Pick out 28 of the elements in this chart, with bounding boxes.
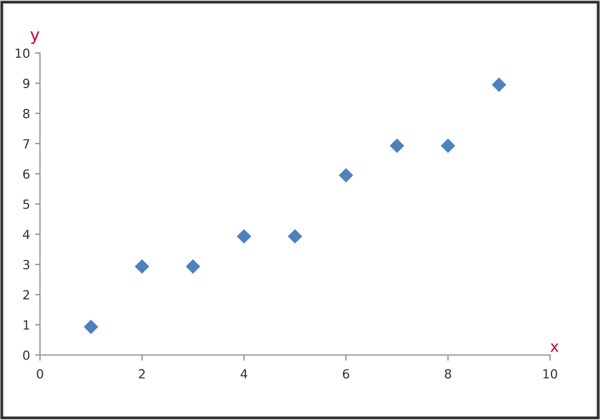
y-tick-label: 9 [23,78,30,88]
y-tick-label: 3 [23,260,30,270]
point [135,260,149,274]
y-tick-label: 1 [24,320,30,330]
point [390,138,404,153]
point [237,229,251,244]
x-tick-label: 8 [444,369,452,379]
x-tick-label: 10 [543,369,558,379]
x-tick-label: 6 [342,369,350,379]
x-tick-label: 0 [36,369,44,379]
y-tick-label: 2 [23,290,30,300]
point [288,229,302,244]
x-axis-title: x [550,343,559,352]
y-tick-label: 4 [22,230,30,239]
y-tick-label: 8 [23,108,30,118]
y-tick-label: 7 [23,139,30,148]
point [441,138,455,153]
point [339,168,353,182]
x-tick-label: 4 [240,369,248,378]
y-tick-label: 10 [16,48,30,58]
y-tick-label: 6 [23,169,30,179]
y-tick-label: 0 [23,350,30,360]
x-tick-label: 2 [138,369,145,378]
point [492,78,506,92]
point [186,260,200,274]
y-tick-label: 5 [23,200,30,209]
y-axis-title: y [30,31,40,44]
point [84,320,98,334]
